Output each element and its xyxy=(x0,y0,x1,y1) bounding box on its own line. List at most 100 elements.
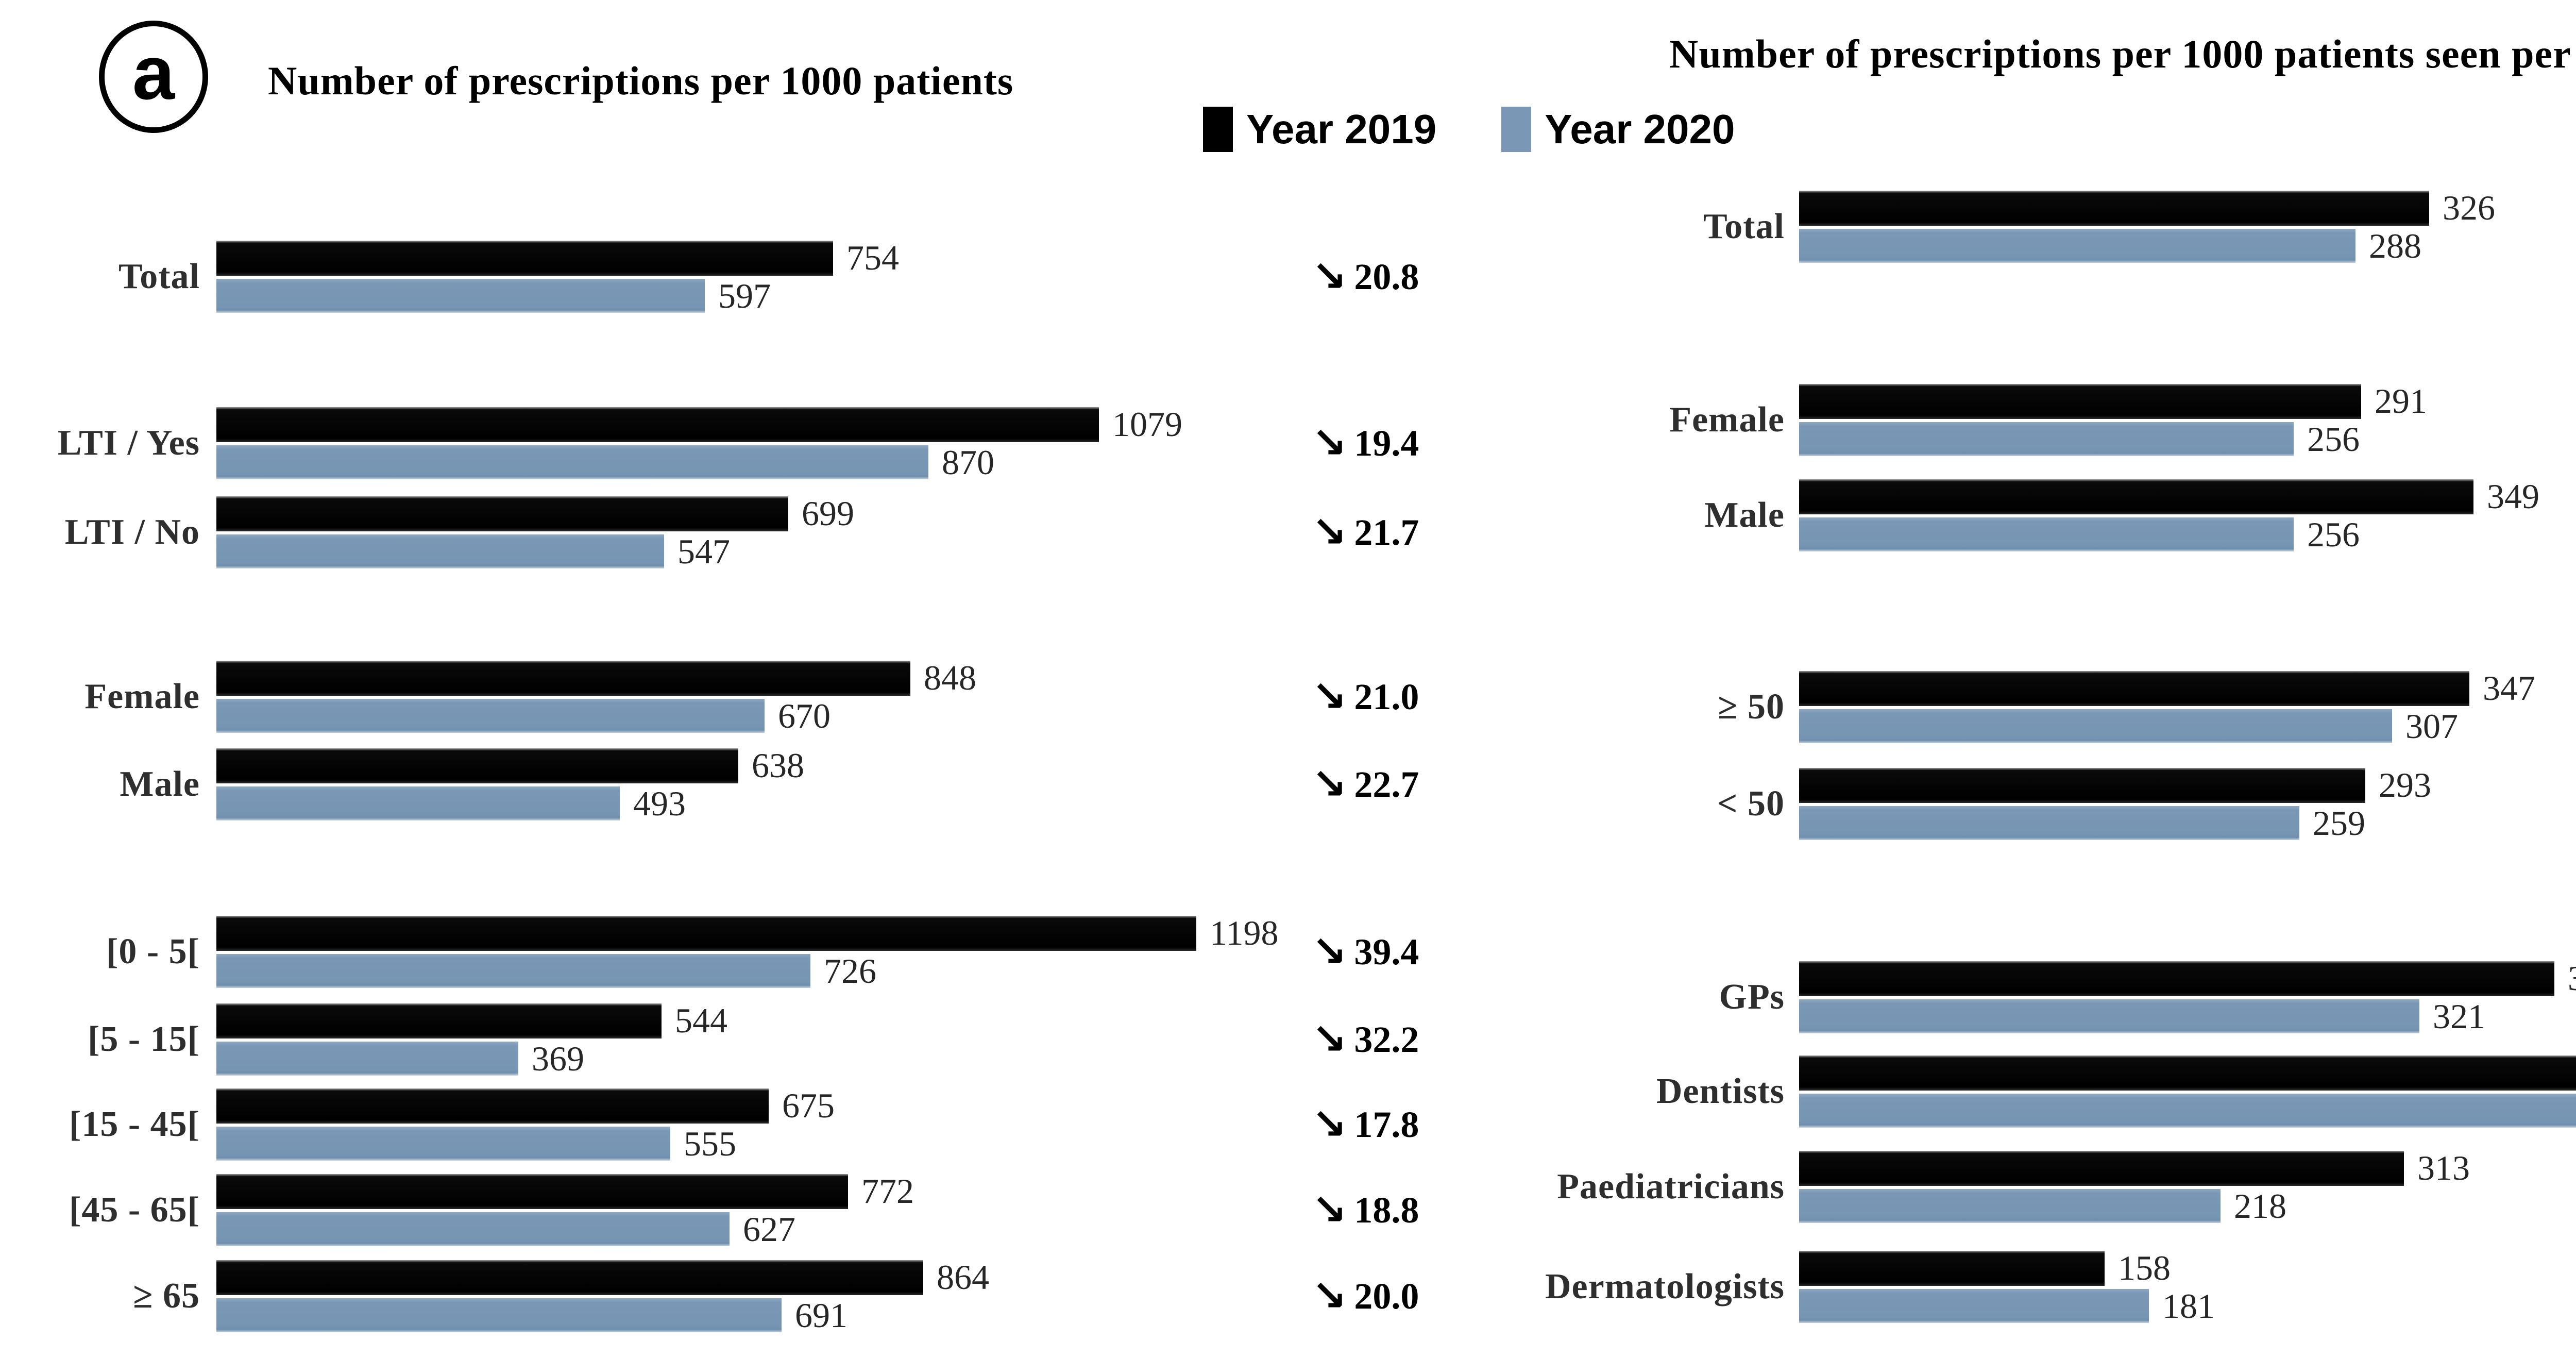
category-label: [15 - 45[ xyxy=(69,1104,200,1144)
down-right-arrow-icon: ↘ xyxy=(1311,760,1347,809)
bar-year-2019 xyxy=(1799,1251,2105,1286)
bar-year-2020 xyxy=(1799,806,2299,840)
bar-year-2020 xyxy=(216,1298,782,1332)
bar-year-2020 xyxy=(1799,422,2294,456)
chart-row-a-3: Female 848 670 ↘ 21.0 xyxy=(0,658,2576,735)
chart-row-a-6: [5 - 15[544 369 ↘ 32.2 xyxy=(0,1000,2576,1078)
chart-row-a-4: Male 638 493 ↘ 22.7 xyxy=(0,745,2576,823)
bar-year-2019 xyxy=(1799,1151,2404,1186)
value-label-2019: 1198 xyxy=(1210,913,1279,952)
value-label-2019: 1079 xyxy=(1112,404,1182,444)
trend-indicator: ↘ 20.8 xyxy=(1273,241,1458,313)
bar-year-2019 xyxy=(1799,961,2554,996)
value-label-2020: 627 xyxy=(743,1209,795,1249)
category-label: [0 - 5[ xyxy=(106,932,200,971)
bar-year-2020 xyxy=(216,786,620,820)
trend-indicator: ↘ 39.4 xyxy=(1273,916,1458,988)
down-right-arrow-icon: ↘ xyxy=(1311,1015,1347,1064)
chart-row-a-5: [0 - 5[ 1198 726 ↘ 39.4 xyxy=(0,913,2576,991)
value-label-2019: 754 xyxy=(846,238,899,277)
down-right-arrow-icon: ↘ xyxy=(1311,508,1347,557)
bar-year-2019 xyxy=(1799,479,2473,514)
value-label-2020: 307 xyxy=(2405,706,2458,746)
value-label-2020: 670 xyxy=(778,696,831,735)
value-label-2019: 544 xyxy=(675,1000,727,1040)
bar-year-2020 xyxy=(1799,517,2294,551)
down-right-arrow-icon: ↘ xyxy=(1311,1100,1347,1149)
trend-indicator: ↘ 21.7 xyxy=(1273,496,1458,568)
legend-swatch-2020 xyxy=(1501,107,1532,152)
bar-year-2019 xyxy=(1799,671,2469,706)
trend-indicator: ↘ 17.8 xyxy=(1273,1088,1458,1161)
chart-row-b-5: GPs391321↘17.9 xyxy=(0,959,2576,1036)
value-label-2020: 726 xyxy=(824,951,876,991)
trend-indicator: ↘ 21.0 xyxy=(1273,661,1458,733)
category-label: GPs xyxy=(1719,977,1785,1017)
panel-a-title: Number of prescriptions per 1000 patient… xyxy=(268,58,1014,103)
bar-year-2020 xyxy=(216,279,705,313)
trend-value: 17.8 xyxy=(1354,1103,1419,1145)
legend-label-2019: Year 2019 xyxy=(1246,106,1437,152)
category-label: Female xyxy=(1669,400,1785,440)
trend-indicator: ↘ 20.0 xyxy=(1273,1260,1458,1332)
value-label-2019: 391 xyxy=(2568,959,2576,998)
trend-indicator: ↘ 18.8 xyxy=(1273,1174,1458,1246)
bar-year-2019 xyxy=(216,1003,662,1038)
bar-year-2020 xyxy=(216,1042,518,1076)
bar-year-2020 xyxy=(1799,709,2392,743)
value-label-2020: 259 xyxy=(2313,803,2365,843)
trend-indicator: ↘ 19.4 xyxy=(1273,407,1458,479)
bar-year-2020 xyxy=(216,1127,670,1161)
value-label-2019: 349 xyxy=(2487,476,2539,516)
value-label-2020: 321 xyxy=(2433,996,2485,1036)
trend-indicator: ↘ 22.7 xyxy=(1273,748,1458,820)
value-label-2019: 864 xyxy=(937,1257,989,1297)
bar-year-2020 xyxy=(216,699,765,733)
chart-row-a-9: ≥ 65 864 691 ↘ 20.0 xyxy=(0,1257,2576,1335)
chart-row-a-0: Total 754 597 ↘ 20.8 xyxy=(0,238,2576,315)
bar-year-2020 xyxy=(1799,999,2419,1033)
chart-row-b-6: Dentists447527↗17.9 xyxy=(0,1056,2576,1128)
value-label-2019: 638 xyxy=(752,745,804,785)
trend-value: 18.8 xyxy=(1354,1189,1419,1231)
value-label-2020: 493 xyxy=(633,783,686,823)
category-label: Total xyxy=(1703,207,1785,246)
legend-item-2020: Year 2020 xyxy=(1501,106,1735,153)
bar-year-2019 xyxy=(216,1174,848,1209)
bar-year-2019 xyxy=(216,241,833,276)
trend-value: 39.4 xyxy=(1354,931,1419,973)
value-label-2020: 870 xyxy=(942,442,994,482)
bar-year-2020 xyxy=(1799,1094,2576,1128)
bar-year-2019 xyxy=(216,748,738,783)
trend-value: 20.8 xyxy=(1354,256,1419,297)
down-right-arrow-icon: ↘ xyxy=(1311,252,1347,301)
value-label-2020: 288 xyxy=(2369,226,2421,265)
category-label: Total xyxy=(118,257,200,296)
down-right-arrow-icon: ↘ xyxy=(1311,1271,1347,1320)
bar-year-2020 xyxy=(1799,1289,2149,1323)
legend: Year 2019 Year 2020 xyxy=(1203,101,1735,158)
value-label-2019: 699 xyxy=(802,493,854,533)
down-right-arrow-icon: ↘ xyxy=(1311,672,1347,721)
chart-row-a-2: LTI / No 699 547 ↘ 21.7 xyxy=(0,493,2576,571)
category-label: Dentists xyxy=(1656,1071,1785,1111)
trend-value: 22.7 xyxy=(1354,763,1419,805)
panel-a-badge: a xyxy=(99,21,208,133)
bar-year-2020 xyxy=(1799,229,2355,263)
trend-value: 20.0 xyxy=(1354,1275,1419,1317)
category-label: Paediatricians xyxy=(1557,1167,1785,1207)
category-label: LTI / Yes xyxy=(57,423,200,463)
value-label-2019: 772 xyxy=(861,1171,914,1211)
chart-row-a-8: [45 - 65[772 627 ↘ 18.8 xyxy=(0,1171,2576,1249)
category-label: [5 - 15[ xyxy=(88,1019,200,1059)
category-label: Male xyxy=(1704,495,1785,535)
panel-b-title: Number of prescriptions per 1000 patient… xyxy=(1669,31,2576,76)
bar-year-2019 xyxy=(1799,768,2365,803)
value-label-2019: 848 xyxy=(924,658,976,697)
value-label-2020: 597 xyxy=(718,276,771,315)
category-label: < 50 xyxy=(1717,784,1785,824)
